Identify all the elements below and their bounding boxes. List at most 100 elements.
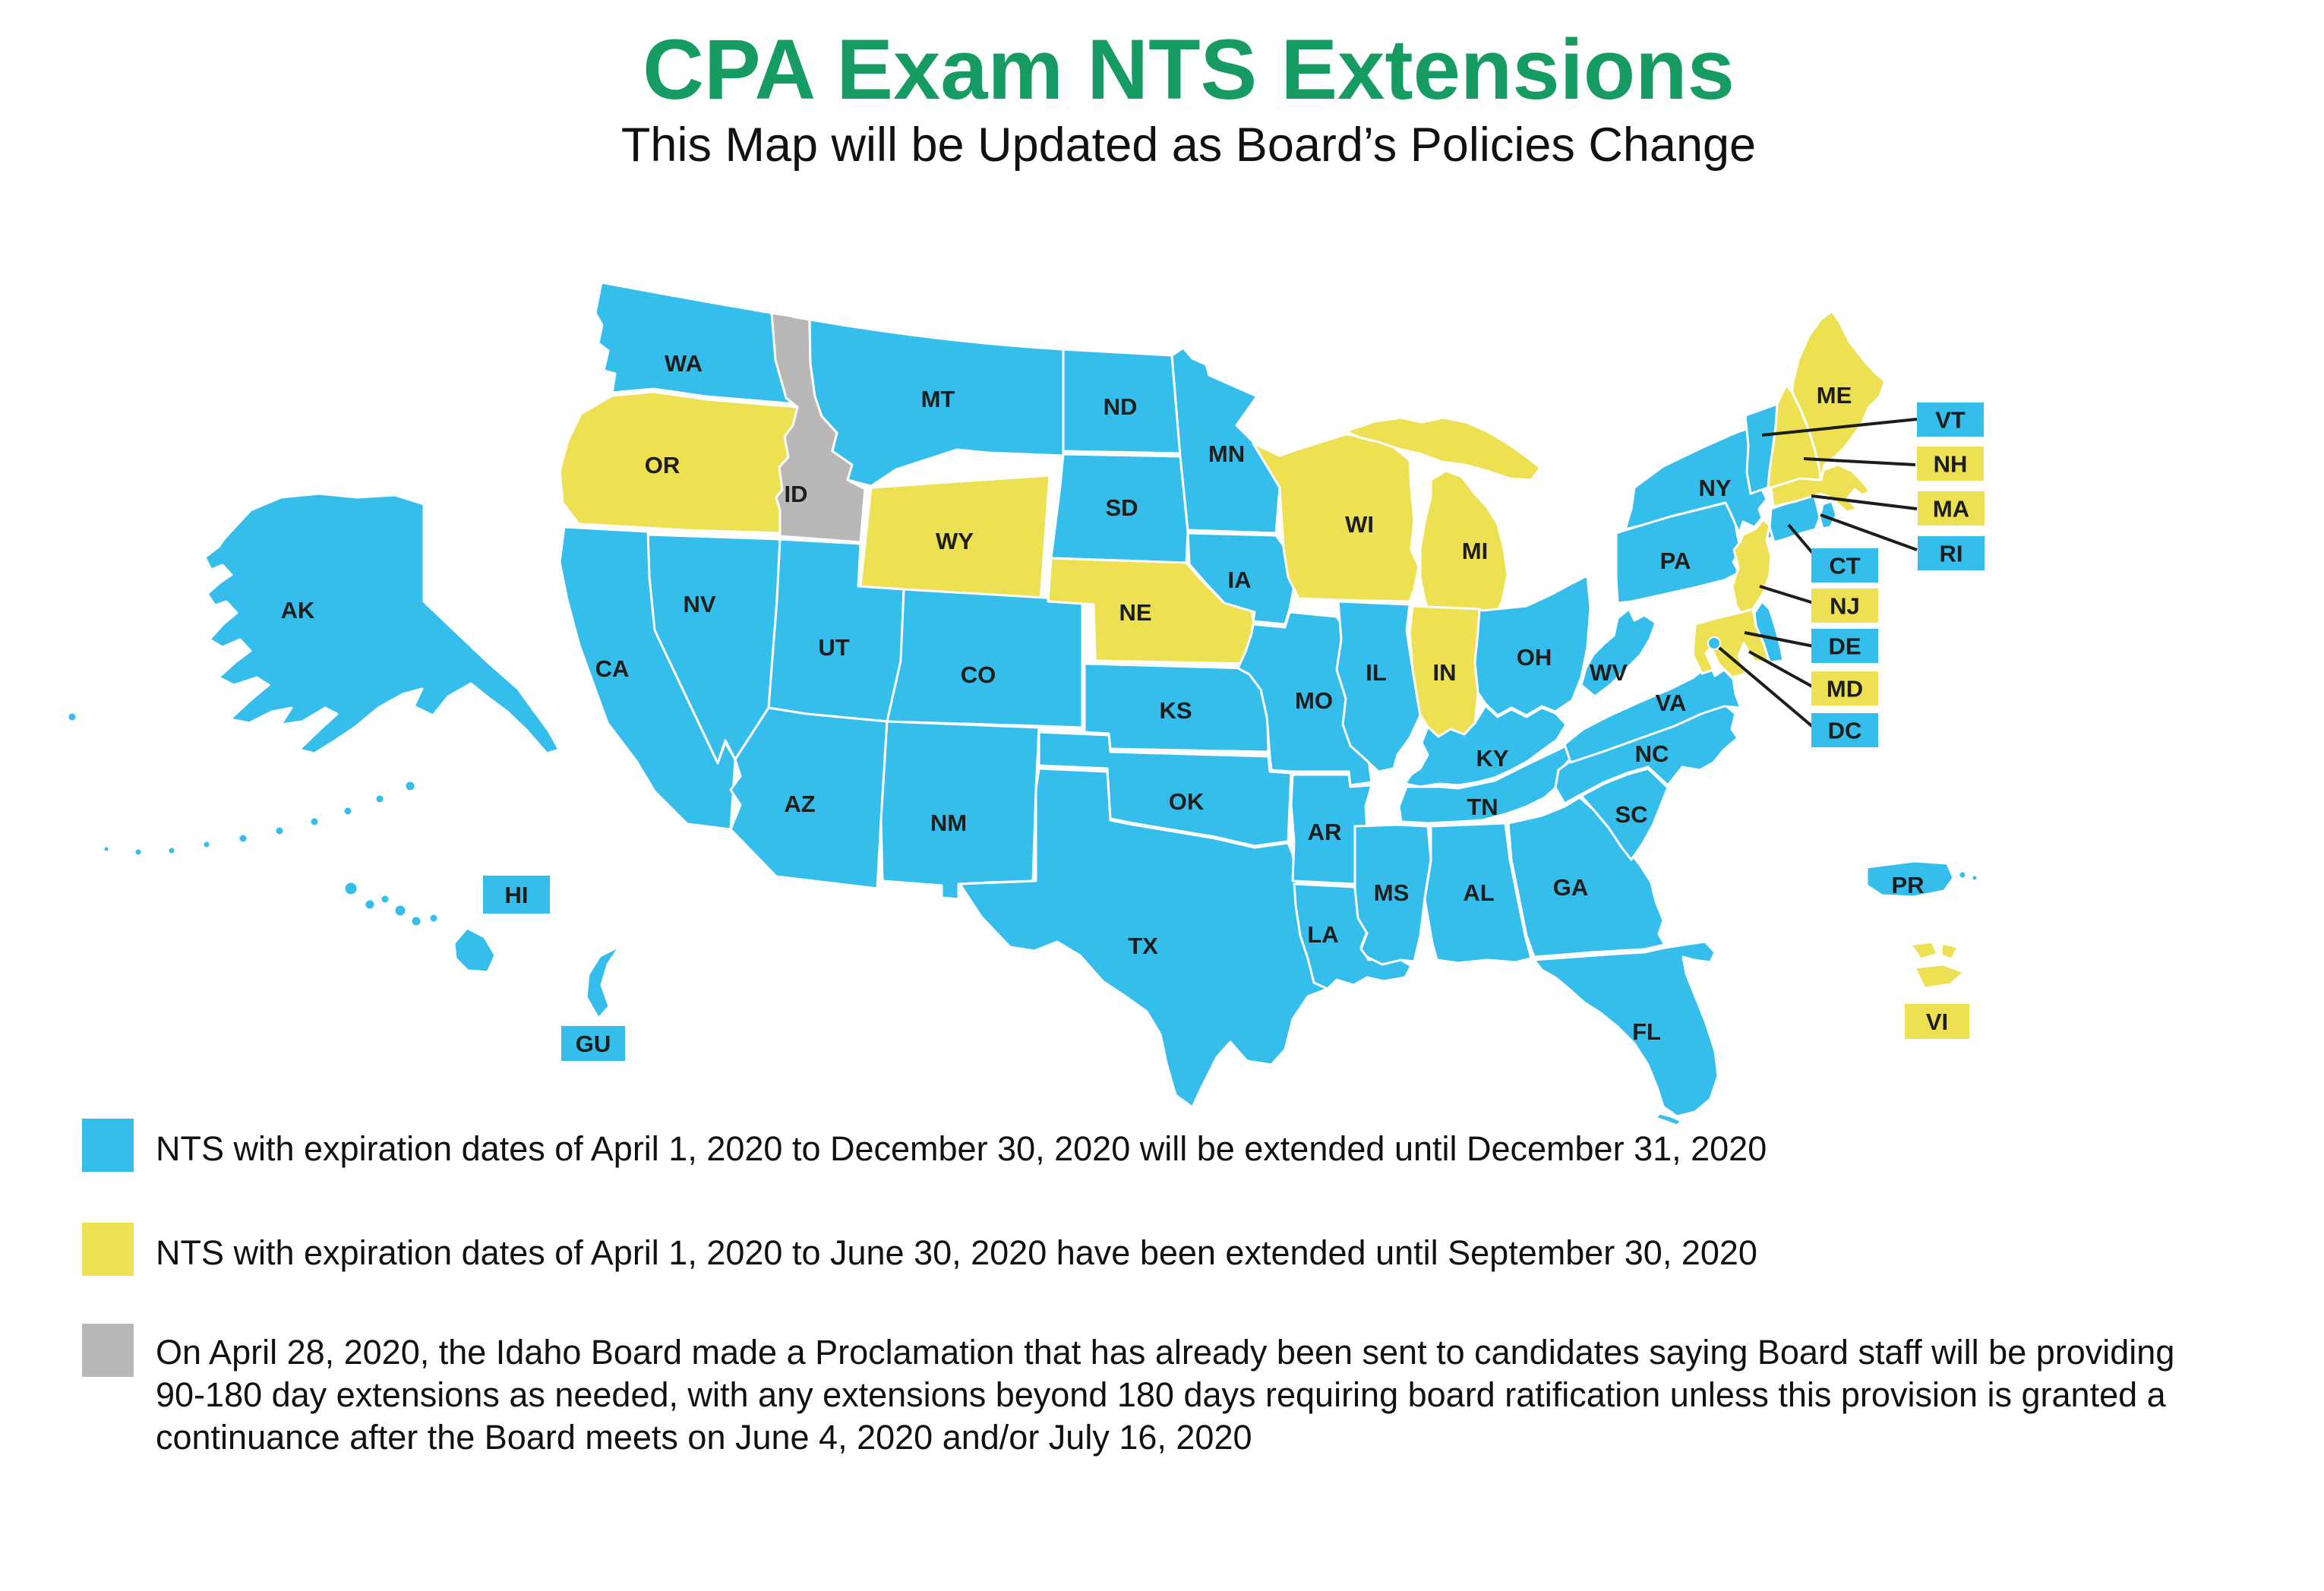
- state-label-vi: VI: [1926, 1009, 1948, 1035]
- leader-line-vt: [1761, 418, 1918, 437]
- aleutian-islet: [403, 779, 417, 793]
- legend-text-gray: On April 28, 2020, the Idaho Board made …: [156, 1333, 2175, 1457]
- state-label-box-ma: [1918, 491, 1985, 526]
- virginislands-shape: [1940, 942, 1959, 961]
- page-title: CPA Exam NTS Extensions: [643, 22, 1735, 117]
- state-al-shape: [1423, 822, 1533, 964]
- hawaii-islet: [428, 912, 440, 924]
- state-label-box-md: [1811, 671, 1878, 706]
- state-label-nc: NC: [1635, 740, 1669, 767]
- hawaii-islet: [409, 914, 423, 928]
- state-oh-shape: [1473, 574, 1592, 717]
- state-label-ca: CA: [595, 655, 630, 682]
- dc-location-dot: [1707, 636, 1721, 650]
- aleutian-islet: [133, 847, 144, 857]
- legend-swatch-gray: [82, 1324, 134, 1377]
- state-label-de: DE: [1828, 633, 1861, 660]
- state-label-ar: AR: [1308, 819, 1342, 845]
- state-co-shape: [886, 588, 1084, 729]
- state-mn-shape: [1170, 346, 1281, 535]
- state-ny-shape: [1624, 425, 1768, 535]
- leader-line-ct: [1787, 523, 1815, 556]
- state-label-nm: NM: [930, 810, 967, 836]
- state-il-shape: [1335, 600, 1422, 773]
- state-wv-shape: [1580, 608, 1657, 698]
- state-ak-shape: [204, 492, 560, 755]
- state-ri-shape: [1818, 500, 1838, 530]
- state-label-sc: SC: [1615, 801, 1647, 828]
- header: CPA Exam NTS Extensions This Map will be…: [621, 0, 1756, 173]
- state-label-box-vt: [1917, 402, 1984, 437]
- state-shapes: [66, 281, 1979, 1127]
- state-label-boxes: VT NH MA RI CT NJ DE MD DC HI GU VI: [483, 402, 1985, 1061]
- leader-line-nj: [1759, 585, 1814, 605]
- hawaii-islet: [343, 880, 359, 897]
- state-label-box-hi: [483, 876, 550, 914]
- state-label-ri: RI: [1940, 541, 1963, 567]
- legend-swatch-blue: [82, 1119, 134, 1172]
- hawaii-bigisland-shape: [453, 927, 497, 974]
- state-label-box-ct: [1811, 548, 1878, 582]
- state-label-al: AL: [1463, 879, 1494, 906]
- state-label-md: MD: [1827, 676, 1863, 702]
- puertorico-shape: [1865, 860, 1955, 898]
- state-label-ct: CT: [1829, 553, 1860, 579]
- state-va-shape: [1563, 662, 1742, 764]
- state-label-ny: NY: [1698, 475, 1731, 501]
- state-mi-lower-shape: [1419, 469, 1509, 620]
- aleutian-islet: [273, 825, 286, 837]
- aleutian-islet: [66, 711, 78, 723]
- state-label-va: VA: [1656, 690, 1687, 716]
- state-label-wy: WY: [936, 528, 974, 554]
- state-label-mt: MT: [921, 386, 955, 412]
- state-label-fl: FL: [1632, 1018, 1661, 1045]
- state-ca-shape: [558, 526, 737, 831]
- guam-shape: [585, 945, 621, 1020]
- state-label-box-nj: [1811, 589, 1878, 623]
- state-ms-shape: [1353, 823, 1432, 966]
- state-label-box-gu: [561, 1026, 625, 1061]
- leader-lines: [1714, 418, 1918, 729]
- aleutian-islet: [342, 805, 354, 817]
- state-label-hi: HI: [505, 882, 529, 908]
- state-label-mi: MI: [1462, 538, 1488, 564]
- hawaii-islet: [363, 898, 377, 911]
- state-label-la: LA: [1307, 921, 1338, 948]
- state-label-wa: WA: [665, 350, 703, 377]
- state-label-id: ID: [785, 481, 808, 507]
- puertorico-islet: [1957, 870, 1968, 880]
- state-label-nh: NH: [1934, 451, 1968, 478]
- hawaii-islet: [379, 893, 391, 905]
- state-label-me: ME: [1817, 382, 1852, 409]
- leader-line-ma: [1811, 494, 1918, 510]
- legend: NTS with expiration dates of April 1, 20…: [82, 1119, 2193, 1459]
- aleutian-islet: [308, 816, 320, 828]
- leader-line-de: [1744, 631, 1814, 648]
- leader-line-md: [1748, 650, 1814, 689]
- state-wi-shape: [1252, 433, 1420, 603]
- state-label-nd: ND: [1104, 393, 1138, 420]
- state-label-ms: MS: [1374, 879, 1410, 906]
- state-label-or: OR: [645, 452, 680, 478]
- state-mi-upper-shape: [1344, 416, 1542, 481]
- state-label-nj: NJ: [1830, 593, 1860, 620]
- state-label-vt: VT: [1935, 407, 1966, 434]
- aleutian-islet: [374, 793, 386, 805]
- puertorico-islet: [1970, 873, 1979, 882]
- state-label-pr: PR: [1891, 872, 1924, 898]
- hawaii-islet: [393, 903, 408, 918]
- state-label-mn: MN: [1208, 440, 1245, 467]
- legend-text-yellow: NTS with expiration dates of April 1, 20…: [156, 1233, 1757, 1272]
- state-label-nv: NV: [683, 591, 715, 617]
- state-label-box-nh: [1917, 447, 1984, 481]
- state-label-az: AZ: [784, 791, 815, 817]
- legend-swatch-yellow: [82, 1223, 134, 1276]
- state-nj-shape: [1731, 518, 1773, 620]
- aleutian-islet: [102, 844, 111, 854]
- state-label-wi: WI: [1345, 511, 1374, 538]
- state-labels: WA OR ID MT WY NV CA UT CO AZ NM AK ND SD NE KS OK TX MN IA…: [281, 350, 1925, 1045]
- state-label-box-ri: [1918, 536, 1985, 570]
- legend-item-yellow: NTS with expiration dates of April 1, 20…: [82, 1223, 2193, 1324]
